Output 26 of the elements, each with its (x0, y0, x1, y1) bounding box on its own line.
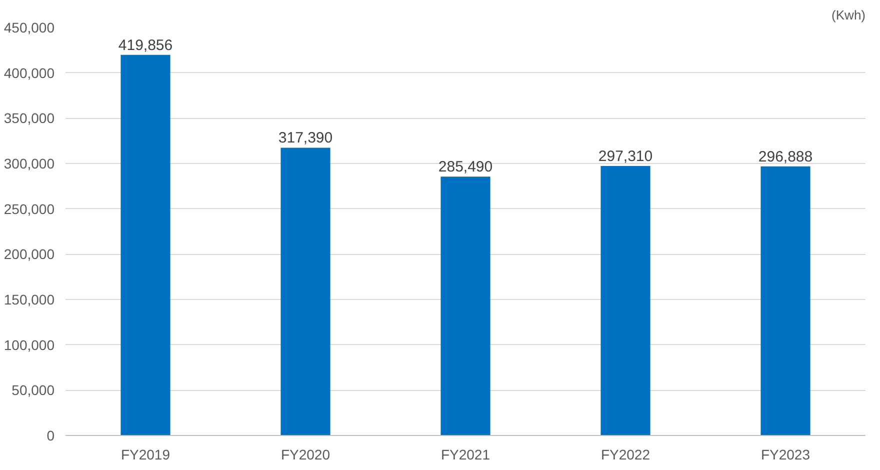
y-tick-label: 200,000 (4, 246, 55, 262)
data-label: 297,310 (598, 148, 653, 165)
x-tick-label: FY2020 (280, 446, 330, 462)
bar (760, 166, 810, 436)
y-tick-label: 0 (46, 428, 55, 444)
x-tick-label: FY2023 (760, 446, 810, 462)
bar (280, 148, 330, 436)
x-tick-label: FY2022 (600, 446, 650, 462)
y-tick-label: 250,000 (4, 200, 55, 217)
y-tick-label: 450,000 (4, 20, 55, 36)
data-label: 419,856 (118, 36, 173, 54)
x-tick-label: FY2021 (440, 446, 490, 462)
y-tick-label: 400,000 (4, 64, 55, 81)
bar (600, 166, 650, 436)
y-tick-label: 350,000 (4, 110, 55, 126)
data-label: 317,390 (278, 130, 333, 147)
y-axis-title: (Kwh) (832, 8, 866, 22)
data-label: 296,888 (758, 148, 813, 166)
x-tick-label: FY2019 (120, 446, 170, 462)
data-label: 285,490 (438, 158, 493, 176)
y-tick-label: 100,000 (4, 336, 55, 353)
bar (120, 54, 170, 436)
bar (440, 176, 490, 436)
y-tick-label: 150,000 (4, 292, 55, 308)
y-tick-label: 300,000 (4, 156, 55, 172)
y-tick-label: 50,000 (12, 382, 55, 398)
